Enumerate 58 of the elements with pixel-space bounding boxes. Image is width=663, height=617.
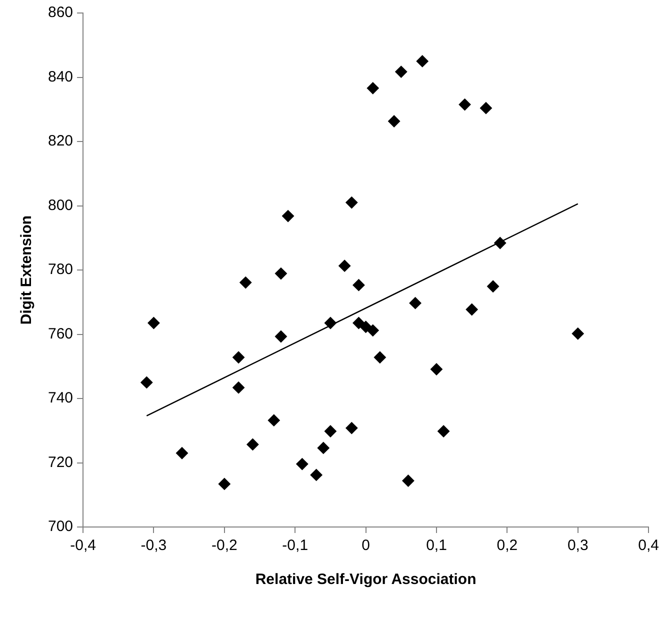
point	[366, 324, 379, 336]
point	[360, 320, 372, 333]
point	[352, 279, 365, 292]
point	[268, 414, 280, 426]
point	[232, 382, 245, 394]
point	[494, 237, 506, 250]
point	[274, 330, 287, 342]
y-tick-label: 840	[48, 68, 74, 86]
x-tick-label: 0,4	[638, 537, 660, 554]
x-tick-label: -0,3	[140, 537, 167, 554]
point	[430, 363, 442, 376]
point	[458, 98, 471, 111]
y-tick-label: 860	[48, 4, 74, 22]
point	[176, 447, 188, 460]
point	[296, 458, 308, 470]
point	[324, 425, 336, 438]
point	[409, 297, 422, 310]
y-tick-label: 800	[48, 196, 74, 214]
x-axis-title: Relative Self-Vigor Association	[255, 571, 476, 588]
point	[148, 317, 160, 330]
point	[240, 276, 252, 289]
point	[466, 304, 478, 316]
point	[487, 280, 500, 292]
point	[324, 317, 336, 330]
y-tick-label: 700	[48, 518, 74, 536]
point	[317, 442, 330, 454]
point	[218, 478, 230, 490]
point	[338, 260, 351, 272]
point	[388, 115, 400, 128]
y-tick-label: 740	[48, 390, 74, 407]
point	[140, 376, 153, 388]
point	[310, 468, 322, 481]
point	[374, 351, 386, 364]
x-tick-label: 0	[362, 537, 370, 554]
point	[346, 196, 358, 209]
y-tick-label: 820	[48, 132, 74, 150]
y-tick-label: 720	[48, 454, 74, 471]
point	[572, 328, 584, 340]
x-tick-label: 0,3	[567, 537, 588, 554]
point	[402, 474, 414, 487]
point	[480, 102, 492, 114]
x-tick-label: 0,2	[496, 537, 518, 554]
point	[438, 425, 450, 438]
point	[274, 268, 287, 280]
point	[395, 66, 408, 78]
x-tick-label: 0,1	[426, 537, 447, 554]
point	[416, 55, 428, 68]
y-tick-label: 780	[48, 261, 74, 278]
x-tick-label: -0,4	[70, 537, 96, 554]
point	[232, 351, 245, 364]
point	[346, 422, 358, 434]
x-tick-label: -0,2	[211, 537, 238, 554]
x-tick-label: -0,1	[282, 537, 308, 554]
point	[282, 210, 294, 222]
y-tick-label: 760	[48, 325, 74, 342]
point	[366, 82, 379, 94]
y-axis-title: Digit Extension	[18, 215, 36, 325]
point	[246, 438, 259, 450]
